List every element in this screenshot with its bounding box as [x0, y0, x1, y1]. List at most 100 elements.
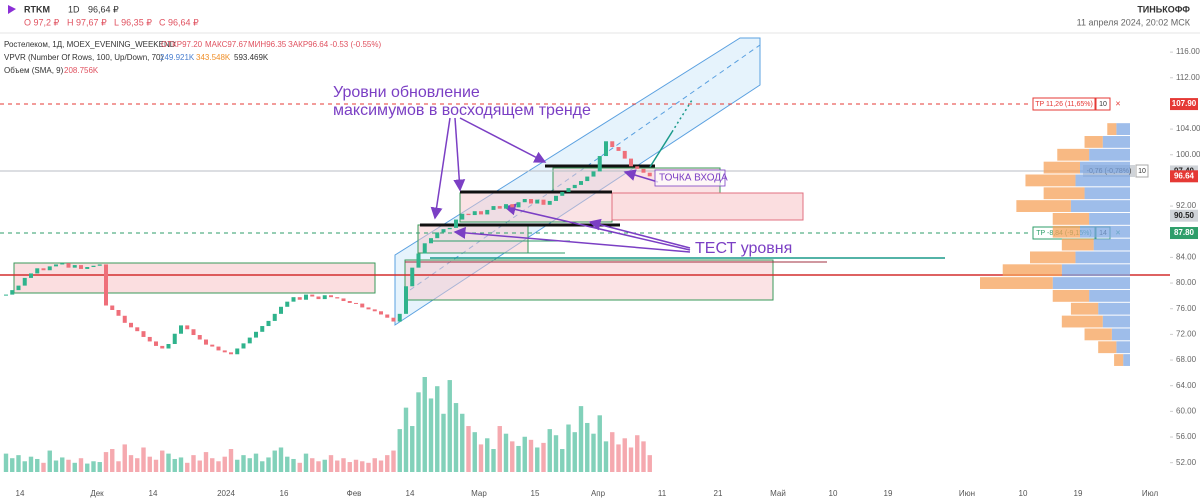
vpvr-up	[1123, 354, 1130, 366]
volume-bar	[516, 445, 521, 472]
volume-bar	[503, 433, 509, 472]
volume-bar	[491, 449, 496, 472]
candle	[229, 352, 233, 355]
candle	[304, 294, 308, 300]
volume-bar	[241, 455, 246, 472]
volume-bar	[122, 444, 127, 472]
vpvr-down	[1098, 341, 1117, 354]
vpvr-down	[1052, 225, 1080, 238]
y-tick-label: 100.00	[1176, 150, 1200, 159]
volume-bar	[297, 462, 302, 472]
vpvr-up	[1084, 187, 1130, 200]
y-tick-label: 76.00	[1176, 304, 1197, 313]
candle	[285, 301, 290, 307]
candle	[266, 320, 271, 327]
candle	[197, 335, 202, 340]
volume-bar	[116, 461, 121, 472]
volume-bar	[47, 450, 52, 472]
vpvr-up	[1102, 315, 1130, 328]
volume-bar	[3, 453, 9, 472]
candle	[79, 265, 83, 269]
candle	[554, 195, 558, 201]
candle	[91, 265, 96, 268]
candle	[35, 268, 40, 274]
x-tick-label: 14	[16, 489, 25, 498]
candle	[591, 171, 596, 177]
volume-bar	[360, 461, 365, 472]
volume-bar	[216, 461, 221, 472]
volume-bar	[310, 458, 315, 472]
legend-vpvr-up: 249.921K	[160, 53, 195, 62]
candle	[560, 191, 565, 196]
price-label: 96.64	[1174, 171, 1195, 180]
candle	[479, 211, 483, 215]
ticker: RTKM	[24, 4, 50, 14]
volume-bar	[278, 447, 284, 472]
volume-bar	[353, 459, 359, 472]
vpvr-up	[1070, 200, 1130, 212]
vpvr-down	[980, 277, 1053, 289]
volume-bar	[447, 380, 452, 472]
volume-bar	[378, 460, 384, 472]
candle	[629, 158, 633, 167]
volume-bar	[128, 455, 134, 472]
candle	[422, 243, 427, 254]
y-tick-label: 112.00	[1176, 73, 1200, 82]
y-tick-label: 68.00	[1176, 355, 1197, 364]
x-tick-label: Июл	[1142, 489, 1159, 498]
candle	[547, 200, 552, 205]
annotation: ТЕСТ уровня	[695, 240, 792, 257]
candle	[135, 327, 140, 332]
logo	[8, 5, 16, 14]
vpvr-up	[1116, 123, 1130, 136]
volume-bar	[610, 432, 615, 472]
legend-volume: Объем (SMA, 9)	[4, 66, 64, 75]
annotation: ТОЧКА ВХОДА	[659, 173, 728, 184]
vpvr-down	[1052, 212, 1090, 225]
price-label: 90.50	[1174, 211, 1195, 220]
volume-bar	[253, 453, 259, 472]
candle	[510, 204, 515, 208]
vpvr-up	[1089, 289, 1130, 302]
candle	[154, 341, 158, 346]
volume-bar	[372, 458, 377, 472]
volume-bar	[235, 459, 240, 472]
vpvr-up	[1098, 302, 1130, 315]
x-tick-label: Июн	[959, 489, 975, 498]
price-label-box	[1170, 227, 1198, 240]
volume-bar	[628, 447, 634, 472]
volume-bar	[341, 458, 346, 472]
candle	[466, 213, 471, 216]
volume-bar	[635, 435, 640, 472]
candle	[516, 202, 521, 208]
candle	[66, 263, 71, 268]
vpvr-up	[1116, 341, 1130, 354]
candle	[41, 268, 46, 271]
candle	[97, 264, 102, 266]
svg-text:×: ×	[1115, 98, 1120, 108]
legend-main: Ростелеком, 1Д, MOEX_EVENING_WEEKEND	[4, 40, 176, 49]
volume-bar	[391, 450, 396, 472]
candle	[235, 348, 240, 355]
ohlc-low: L 96,35 ₽	[114, 17, 152, 27]
volume-bar	[460, 413, 465, 472]
volume-bar	[485, 438, 490, 472]
candle	[116, 310, 121, 316]
volume-bar	[160, 450, 165, 472]
candle	[335, 297, 340, 299]
legend-open: ОТКР97.20	[161, 40, 203, 49]
candle	[110, 305, 115, 310]
volume-bar	[178, 457, 184, 472]
candle	[310, 294, 315, 297]
volume-bar	[435, 386, 440, 472]
volume-bar	[335, 460, 340, 472]
volume-bar	[472, 432, 477, 472]
vpvr-up	[1089, 148, 1130, 161]
candle	[141, 331, 146, 337]
candle	[366, 307, 371, 310]
y-tick-label: 104.00	[1176, 124, 1200, 133]
candle	[147, 336, 152, 342]
y-tick-label: 60.00	[1176, 406, 1197, 415]
volume-bar	[210, 458, 215, 472]
ohlc-open: О 97,2 ₽	[24, 17, 60, 27]
